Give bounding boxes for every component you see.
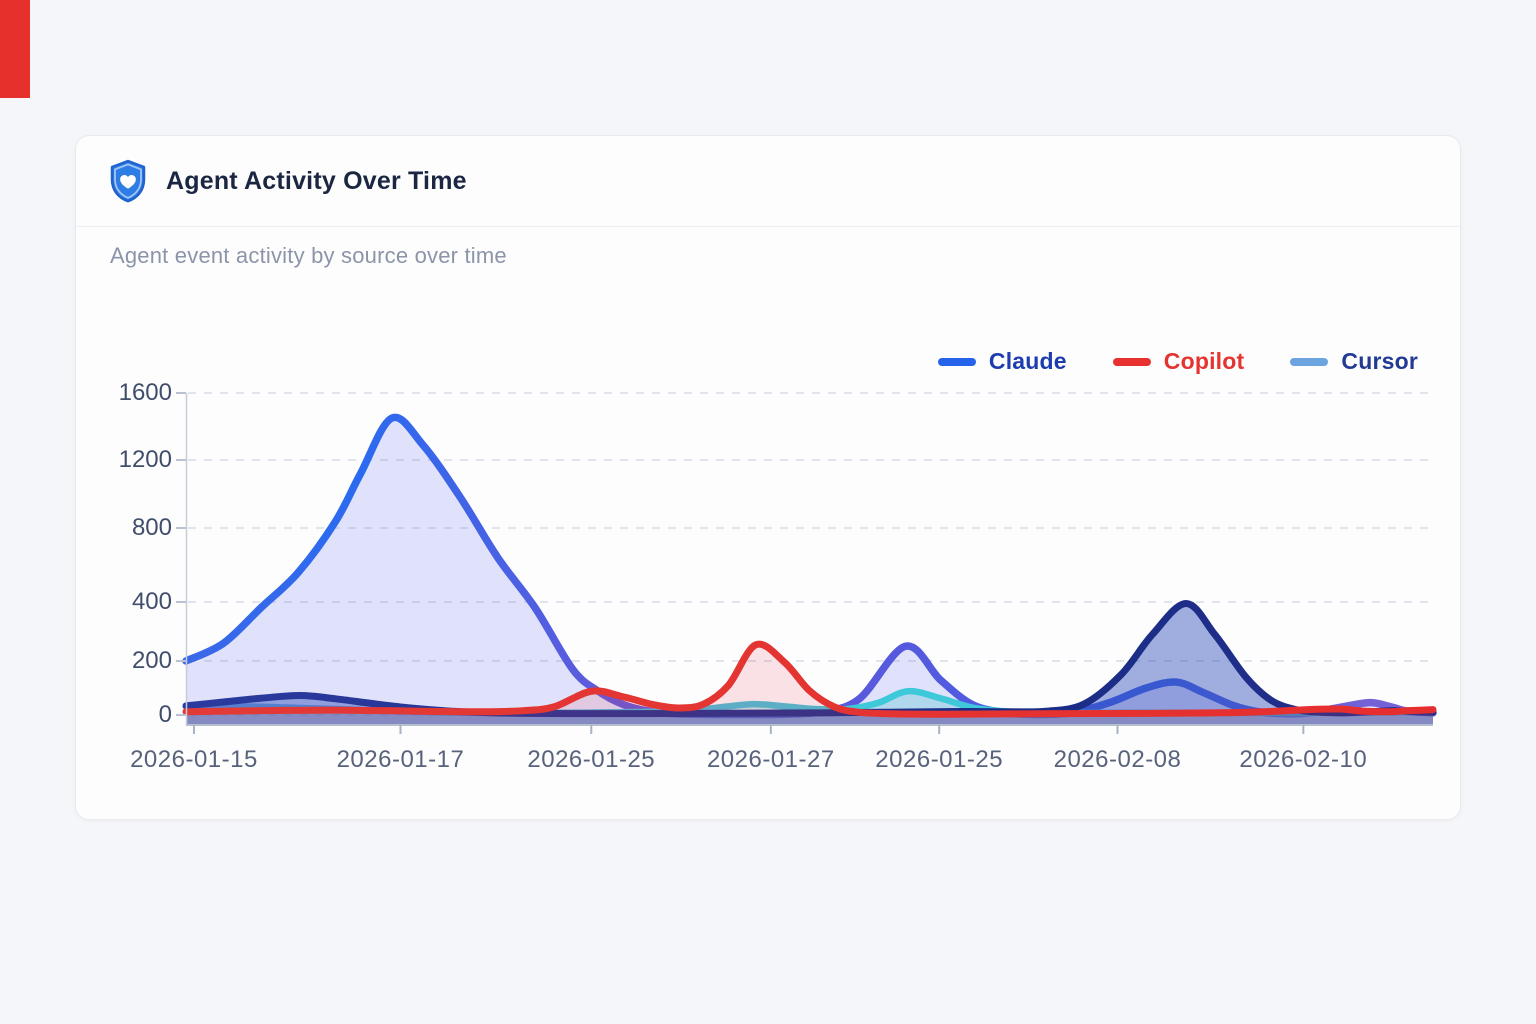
x-axis-label: 2026-01-17 [336, 746, 465, 773]
legend-label: Claude [988, 348, 1067, 374]
y-axis-label: 1600 [118, 379, 172, 406]
series-line-Copilot [182, 640, 1437, 718]
x-axis-label: 2026-01-25 [527, 746, 656, 773]
x-axis-label: 2026-01-25 [875, 746, 1004, 773]
x-axis-label: 2026-02-08 [1053, 746, 1182, 773]
y-axis-label: 200 [131, 647, 172, 674]
y-axis-label: 400 [131, 588, 172, 615]
x-axis-label: 2026-01-27 [706, 746, 835, 773]
chart-card: Agent Activity Over Time Agent event act… [75, 135, 1461, 820]
legend-item-claude[interactable]: Claude [937, 348, 1067, 375]
y-axis-label: 1200 [118, 446, 172, 473]
legend-swatch-icon [937, 357, 976, 366]
chart-svg [176, 392, 1437, 734]
legend-label: Cursor [1341, 348, 1418, 374]
x-axis-label: 2026-01-15 [130, 746, 258, 773]
series-areas [182, 413, 1437, 725]
legend-item-cursor[interactable]: Cursor [1290, 348, 1418, 375]
card-header: Agent Activity Over Time [76, 136, 1460, 227]
series-area-Claude [186, 417, 1433, 725]
chart-subtitle: Agent event activity by source over time [110, 243, 507, 268]
red-corner-artifact [0, 0, 30, 98]
legend-swatch-icon [1112, 357, 1151, 366]
axes [176, 392, 1433, 734]
series-area-Unlabeled (dark navy) [186, 603, 1433, 725]
x-axis-label: 2026-02-10 [1239, 746, 1368, 773]
legend-item-copilot[interactable]: Copilot [1112, 348, 1245, 375]
shield-heart-icon [110, 159, 146, 203]
legend-label: Copilot [1163, 348, 1245, 374]
y-axis-label: 0 [158, 701, 172, 728]
y-axis-label: 800 [131, 514, 172, 541]
page-title: Agent Activity Over Time [166, 166, 467, 195]
series-area-Copilot [186, 644, 1433, 725]
legend-swatch-icon [1290, 357, 1329, 366]
legend: Claude Copilot Cursor [937, 348, 1418, 375]
